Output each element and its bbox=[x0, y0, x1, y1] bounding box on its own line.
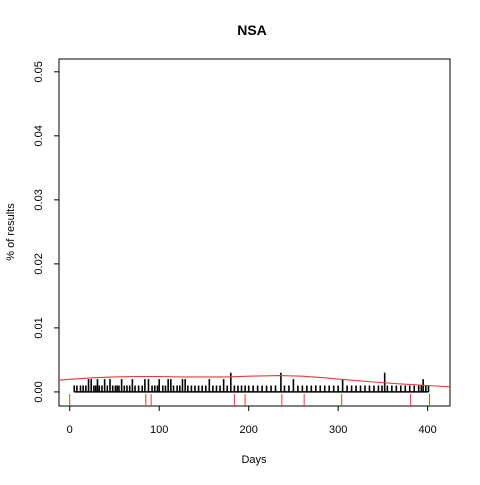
y-tick-label: 0.03 bbox=[33, 189, 45, 210]
spike-layer bbox=[73, 372, 430, 393]
x-axis-label: Days bbox=[241, 454, 267, 466]
plot-box bbox=[58, 58, 451, 407]
y-tick-label: 0.02 bbox=[33, 253, 45, 274]
y-tick-label: 0.01 bbox=[33, 317, 45, 338]
x-tick-label: 300 bbox=[329, 424, 347, 436]
y-tick-label: 0.05 bbox=[33, 61, 45, 82]
x-tick-label: 200 bbox=[240, 424, 258, 436]
trend-line bbox=[58, 375, 451, 388]
y-axis-label: % of results bbox=[5, 203, 17, 261]
trend-layer bbox=[58, 375, 451, 388]
x-tick-label: 100 bbox=[150, 424, 168, 436]
x-axis: 0 100 200 300 400 bbox=[67, 406, 437, 436]
chart-title: NSA bbox=[237, 22, 267, 38]
y-tick-label: 0.00 bbox=[33, 381, 45, 402]
y-axis: 0.00 0.01 0.02 0.03 0.04 0.05 bbox=[33, 61, 59, 403]
x-tick-label: 0 bbox=[67, 424, 73, 436]
y-tick-label: 0.04 bbox=[33, 125, 45, 146]
rug-layer bbox=[69, 394, 430, 406]
x-tick-label: 400 bbox=[418, 424, 436, 436]
